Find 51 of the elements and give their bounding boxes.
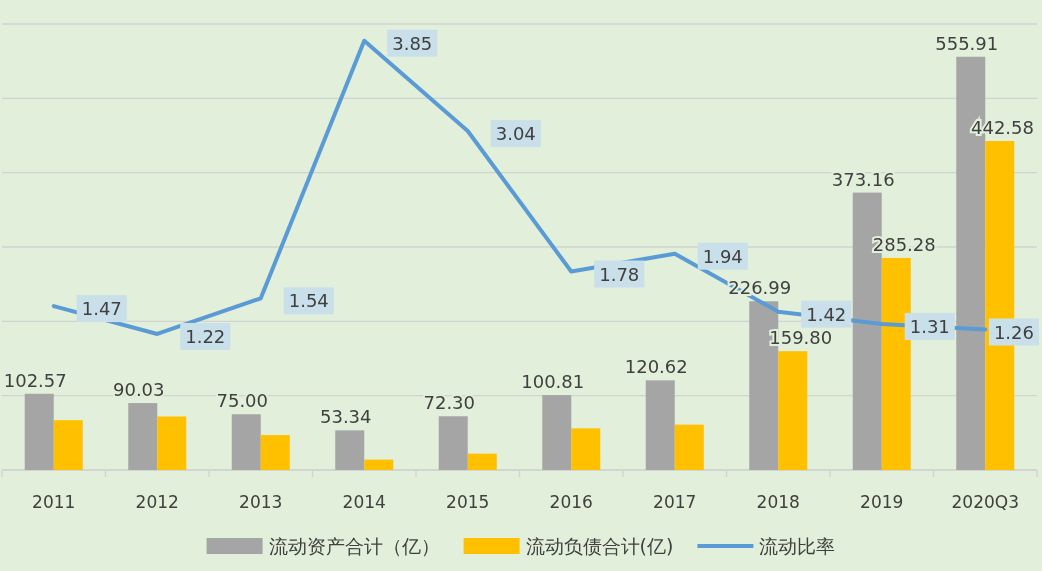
bar [467,453,497,470]
bar [157,416,187,470]
x-tick-label: 2016 [549,492,593,512]
bar [364,459,394,470]
x-tick-label: 2017 [653,492,697,512]
data-label: 90.03 [112,379,165,401]
bar [645,380,675,470]
data-label: 1.31 [909,315,950,337]
data-label: 102.57 [3,369,67,391]
data-label: 120.62 [624,356,688,378]
bar [231,414,261,470]
data-label: 3.04 [495,123,536,145]
bar [335,430,365,470]
data-label: 75.00 [216,390,269,412]
bar [571,428,601,470]
bar [24,393,54,470]
legend-label: 流动资产合计（亿） [268,535,440,557]
legend-label: 流动比率 [759,535,836,557]
data-label: 72.30 [423,392,476,414]
data-label: 1.78 [599,263,640,285]
x-tick-label: 2018 [756,492,800,512]
data-label: 53.34 [319,406,372,428]
legend-label: 流动负债合计(亿) [525,535,674,557]
data-label: 1.47 [81,298,122,320]
data-label: 1.94 [702,245,743,267]
bar [542,395,572,470]
x-tick-label: 2019 [860,492,904,512]
x-tick-label: 2013 [239,492,283,512]
data-label: 442.58 [971,117,1034,139]
x-tick-label: 2012 [135,492,179,512]
bar [438,416,468,470]
data-label: 373.16 [831,168,895,190]
x-tick-label: 2011 [32,492,76,512]
bar [53,420,83,470]
x-tick-label: 2020Q3 [951,492,1019,512]
bar [881,257,911,470]
bar [260,435,290,470]
data-label: 159.80 [769,327,833,349]
data-label: 285.28 [872,233,936,255]
bar [674,424,704,470]
data-label: 100.81 [521,371,585,393]
data-label: 1.22 [185,325,226,347]
data-label: 3.85 [392,32,433,54]
x-tick-label: 2014 [342,492,386,512]
data-label: 1.54 [288,290,329,312]
x-tick-label: 2015 [446,492,490,512]
bar [128,403,158,470]
bar [778,351,808,470]
data-label: 555.91 [935,32,999,54]
data-label: 1.42 [806,303,847,325]
data-label: 1.26 [993,321,1034,343]
